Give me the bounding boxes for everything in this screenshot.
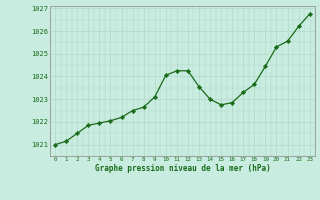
X-axis label: Graphe pression niveau de la mer (hPa): Graphe pression niveau de la mer (hPa): [94, 164, 270, 173]
